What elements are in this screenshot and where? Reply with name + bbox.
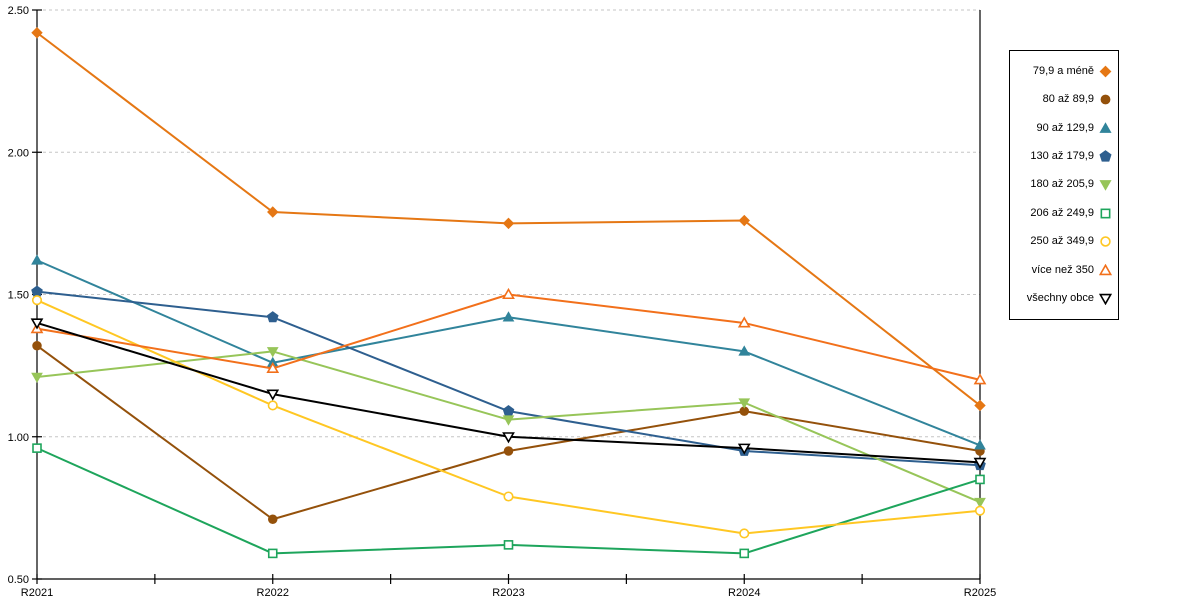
series-3	[31, 254, 986, 450]
square-marker-icon	[1100, 208, 1111, 219]
triangle-up-marker-icon	[266, 361, 280, 374]
legend-marker-icon	[1099, 121, 1112, 133]
circle-marker-icon	[267, 400, 278, 411]
y-tick-label: 2.50	[8, 5, 29, 17]
triangle-down-marker-icon	[266, 347, 279, 358]
square-marker-icon	[975, 474, 985, 485]
triangle-down-marker-icon	[737, 443, 751, 455]
legend-item-label: všechny obce	[1026, 292, 1094, 305]
legend-marker-icon	[1099, 263, 1112, 275]
legend-marker-icon	[1099, 180, 1112, 192]
pentagon-marker-icon	[1099, 150, 1112, 162]
x-tick-label: R2022	[257, 587, 289, 599]
legend-item: 80 až 89,9	[1014, 93, 1112, 106]
triangle-up-marker-icon	[973, 373, 987, 385]
pentagon-marker-icon	[502, 405, 515, 417]
legend-item: více než 350	[1014, 263, 1112, 277]
legend-item: 79,9 a méně	[1014, 65, 1112, 78]
chart-legend: 79,9 a méně 80 až 89,9 90 až 129,9 130 až 1…	[1009, 50, 1119, 320]
circle-marker-icon	[32, 340, 42, 351]
circle-marker-icon	[974, 505, 986, 516]
triangle-down-marker-icon	[738, 398, 751, 409]
triangle-up-marker-icon	[502, 287, 515, 300]
y-tick-label: 2.00	[8, 147, 29, 159]
diamond-marker-icon	[502, 217, 515, 230]
circle-marker-icon	[268, 514, 278, 525]
triangle-down-marker-icon	[502, 415, 515, 426]
legend-marker-icon	[1099, 65, 1112, 78]
circle-marker-icon	[1100, 236, 1111, 248]
triangle-down-marker-icon	[1099, 180, 1112, 192]
x-tick-label: R2025	[964, 587, 996, 599]
legend-item-label: 80 až 89,9	[1042, 93, 1094, 106]
legend-marker-icon	[1100, 94, 1111, 105]
legend-item-label: 79,9 a méně	[1032, 64, 1094, 77]
pentagon-marker-icon	[266, 311, 279, 323]
series-8	[30, 287, 987, 385]
triangle-down-marker-icon	[30, 318, 44, 330]
y-tick-label: 0.50	[8, 574, 29, 586]
legend-item: všechny obce	[1014, 292, 1112, 306]
legend-item-label: 206 až 249,9	[1030, 206, 1094, 219]
triangle-up-marker-icon	[31, 254, 43, 265]
diamond-marker-icon	[974, 399, 986, 412]
diamond-marker-icon	[1099, 65, 1112, 78]
triangle-down-marker-icon	[266, 389, 280, 401]
legend-item-label: 130 až 179,9	[1030, 150, 1094, 163]
series-5	[31, 347, 986, 509]
series-6	[32, 443, 985, 559]
circle-marker-icon	[31, 295, 43, 306]
series-1	[31, 27, 986, 412]
triangle-up-marker-icon	[738, 345, 751, 356]
legend-item-label: 180 až 205,9	[1030, 178, 1094, 191]
square-marker-icon	[267, 548, 278, 559]
triangle-down-marker-icon	[973, 457, 987, 469]
triangle-down-marker-icon	[974, 497, 986, 509]
legend-item-label: více než 350	[1031, 263, 1094, 276]
triangle-down-marker-icon	[502, 432, 515, 444]
legend-item: 180 až 205,9	[1014, 178, 1112, 192]
pentagon-marker-icon	[31, 285, 43, 297]
legend-item-label: 250 až 349,9	[1030, 235, 1094, 248]
triangle-up-marker-icon	[974, 439, 986, 450]
circle-marker-icon	[1100, 94, 1111, 105]
triangle-up-marker-icon	[737, 316, 751, 328]
triangle-up-marker-icon	[1099, 121, 1112, 133]
series-9	[30, 318, 987, 469]
x-tick-label: R2024	[728, 587, 760, 599]
legend-item: 130 až 179,9	[1014, 150, 1112, 163]
legend-item: 90 až 129,9	[1014, 122, 1112, 135]
triangle-down-marker-icon	[31, 372, 43, 384]
x-tick-label: R2021	[21, 587, 53, 599]
triangle-down-marker-icon	[1099, 294, 1112, 306]
legend-marker-icon	[1100, 236, 1111, 248]
legend-marker-icon	[1099, 294, 1112, 306]
square-marker-icon	[739, 548, 750, 559]
diamond-marker-icon	[31, 27, 43, 39]
legend-item: 206 až 249,9	[1014, 207, 1112, 220]
square-marker-icon	[503, 540, 514, 550]
circle-marker-icon	[503, 446, 514, 456]
legend-marker-icon	[1099, 150, 1112, 162]
diamond-marker-icon	[267, 206, 279, 218]
legend-item: 250 až 349,9	[1014, 235, 1112, 248]
y-tick-label: 1.50	[8, 290, 29, 302]
legend-item-label: 90 až 129,9	[1036, 121, 1095, 134]
diamond-marker-icon	[738, 214, 750, 227]
x-tick-label: R2023	[492, 587, 524, 599]
circle-marker-icon	[739, 528, 750, 539]
legend-marker-icon	[1100, 208, 1111, 219]
triangle-up-marker-icon	[1099, 263, 1112, 275]
y-tick-label: 1.00	[8, 432, 29, 444]
triangle-up-marker-icon	[502, 311, 515, 322]
square-marker-icon	[32, 443, 42, 453]
circle-marker-icon	[503, 491, 514, 502]
